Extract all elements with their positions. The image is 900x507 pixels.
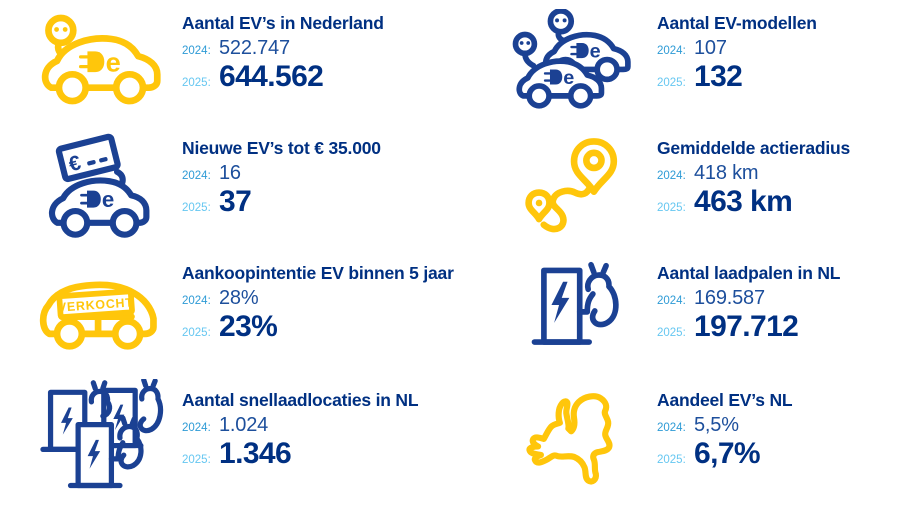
stat-2025-value: 23%: [219, 310, 278, 344]
ev-models-icon: [509, 2, 641, 118]
stat-title: Aantal EV-modellen: [657, 13, 817, 33]
year-label-2024: 2024:: [657, 295, 686, 308]
stat-2025-line: 2025: 1.346: [182, 437, 418, 470]
stat-2024-line: 2024: 5,5%: [657, 414, 792, 437]
stat-card: Aantal snellaadlocaties in NL 2024: 1.02…: [0, 377, 450, 507]
stat-card: Aantal EV-modellen 2024: 107 2025: 132: [450, 0, 900, 125]
year-label-2024: 2024:: [657, 422, 686, 435]
year-label-2025: 2025:: [657, 327, 686, 340]
stat-2024-value: 169.587: [694, 287, 765, 310]
stat-title: Aantal laadpalen in NL: [657, 263, 841, 283]
stat-2024-value: 16: [219, 162, 241, 185]
stat-title: Aandeel EV’s NL: [657, 390, 793, 410]
stat-2024-line: 2024: 169.587: [657, 287, 840, 310]
stat-2024-line: 2024: 16: [182, 162, 381, 185]
fast-chargers-icon: [34, 379, 166, 495]
stat-2025-line: 2025: 37: [182, 185, 381, 218]
sold-car-icon: VERKOCHT: [34, 252, 166, 368]
stat-2025-value: 644.562: [219, 60, 324, 94]
stat-2025-line: 2025: 644.562: [182, 60, 384, 93]
year-label-2024: 2024:: [182, 295, 211, 308]
year-label-2025: 2025:: [657, 202, 686, 215]
route-pins-icon-svg: [525, 138, 618, 233]
stat-card: Gemiddelde actieradius 2024: 418 km 2025…: [450, 125, 900, 250]
stat-card: Aandeel EV’s NL 2024: 5,5% 2025: 6,7%: [450, 377, 900, 507]
ev-models-icon-svg: [512, 9, 639, 111]
route-pins-icon: [509, 127, 641, 243]
stat-card: € Nieuwe EV’s tot € 35.000 2024: 16 2025…: [0, 125, 450, 250]
year-label-2025: 2025:: [657, 77, 686, 90]
stat-2024-value: 5,5%: [694, 414, 739, 437]
stat-2024-value: 522.747: [219, 37, 290, 60]
stat-2025-value: 1.346: [219, 437, 292, 471]
stat-2024-line: 2024: 107: [657, 37, 817, 60]
year-label-2025: 2025:: [182, 454, 211, 467]
stat-2024-line: 2024: 1.024: [182, 414, 418, 437]
stat-2025-value: 463 km: [694, 185, 793, 219]
stat-2025-value: 6,7%: [694, 437, 761, 471]
stat-card: Aantal EV’s in Nederland 2024: 522.747 2…: [0, 0, 450, 125]
stat-2025-line: 2025: 197.712: [657, 310, 840, 343]
ev-car-icon-svg: [41, 14, 161, 105]
price-tag-car-icon-svg: €: [49, 133, 150, 238]
stat-2025-value: 197.712: [694, 310, 799, 344]
year-label-2025: 2025:: [657, 454, 686, 467]
charging-station-icon: [509, 252, 641, 368]
year-label-2024: 2024:: [182, 170, 211, 183]
stat-2024-value: 28%: [219, 287, 259, 310]
stat-title: Nieuwe EV’s tot € 35.000: [182, 138, 381, 158]
stat-2025-line: 2025: 132: [657, 60, 817, 93]
stat-title: Aantal snellaadlocaties in NL: [182, 390, 419, 410]
stat-2024-value: 418 km: [694, 162, 759, 185]
stat-2025-line: 2025: 6,7%: [657, 437, 792, 470]
year-label-2024: 2024:: [657, 170, 686, 183]
stat-2024-line: 2024: 28%: [182, 287, 454, 310]
fast-chargers-icon-svg: [40, 379, 164, 489]
year-label-2024: 2024:: [182, 422, 211, 435]
stat-card: Aantal laadpalen in NL 2024: 169.587 202…: [450, 250, 900, 377]
stat-2024-line: 2024: 418 km: [657, 162, 850, 185]
stat-2024-line: 2024: 522.747: [182, 37, 384, 60]
verkocht-sign-text: VERKOCHT: [58, 295, 134, 314]
stat-2025-value: 37: [219, 185, 252, 219]
charging-station-icon-svg: [531, 261, 619, 345]
sold-car-icon-svg: VERKOCHT: [39, 281, 157, 350]
stat-title: Gemiddelde actieradius: [657, 138, 851, 158]
year-label-2025: 2025:: [182, 77, 211, 90]
nl-map-icon: [509, 379, 641, 495]
nl-map-icon-svg: [526, 393, 613, 485]
year-label-2024: 2024:: [657, 45, 686, 58]
year-label-2024: 2024:: [182, 45, 211, 58]
stat-2024-value: 107: [694, 37, 727, 60]
stat-2025-line: 2025: 463 km: [657, 185, 850, 218]
stat-2025-value: 132: [694, 60, 743, 94]
stat-2024-value: 1.024: [219, 414, 269, 437]
year-label-2025: 2025:: [182, 202, 211, 215]
stat-card: VERKOCHT Aankoopintentie EV binnen 5 jaa…: [0, 250, 454, 377]
stat-2025-line: 2025: 23%: [182, 310, 454, 343]
price-tag-car-icon: €: [34, 127, 166, 243]
year-label-2025: 2025:: [182, 327, 211, 340]
stat-title: Aankoopintentie EV binnen 5 jaar: [182, 263, 454, 283]
ev-car-icon: [34, 2, 166, 118]
stat-title: Aantal EV’s in Nederland: [182, 13, 384, 33]
